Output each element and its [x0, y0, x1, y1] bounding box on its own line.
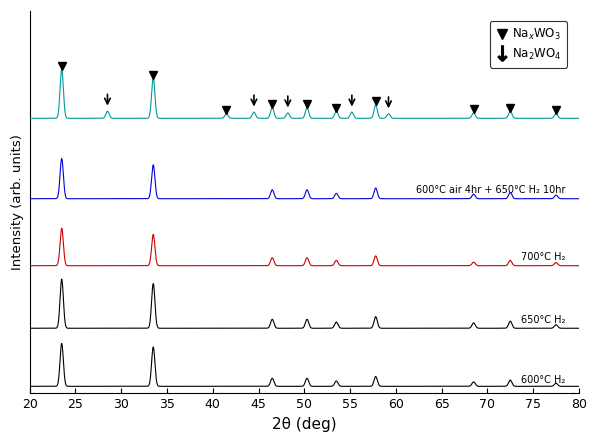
- Text: 600°C H₂: 600°C H₂: [521, 374, 565, 385]
- Legend: Na$_x$WO$_3$, Na$_2$WO$_4$: Na$_x$WO$_3$, Na$_2$WO$_4$: [490, 21, 568, 68]
- Y-axis label: Intensity (arb. units): Intensity (arb. units): [11, 134, 24, 270]
- X-axis label: 2θ (deg): 2θ (deg): [272, 417, 337, 432]
- Text: 650°C H₂: 650°C H₂: [521, 315, 565, 325]
- Text: 600°C air 4hr + 650°C H₂ 10hr: 600°C air 4hr + 650°C H₂ 10hr: [416, 185, 565, 195]
- Text: 700°C H₂: 700°C H₂: [521, 252, 565, 262]
